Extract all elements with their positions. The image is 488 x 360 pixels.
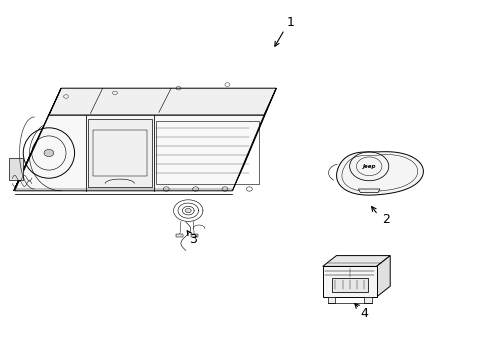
Polygon shape xyxy=(190,234,198,237)
Text: 3: 3 xyxy=(189,233,197,246)
Text: 4: 4 xyxy=(360,307,367,320)
Polygon shape xyxy=(358,189,379,193)
Polygon shape xyxy=(364,297,371,303)
Text: 1: 1 xyxy=(286,16,294,29)
Polygon shape xyxy=(49,88,276,115)
Text: Jeep: Jeep xyxy=(362,164,375,169)
Polygon shape xyxy=(9,158,23,180)
Polygon shape xyxy=(15,115,264,191)
Polygon shape xyxy=(176,234,183,237)
Polygon shape xyxy=(322,266,376,297)
Polygon shape xyxy=(331,278,367,292)
Text: 2: 2 xyxy=(382,213,389,226)
Polygon shape xyxy=(327,297,334,303)
Circle shape xyxy=(44,149,54,157)
Circle shape xyxy=(185,208,191,213)
Polygon shape xyxy=(376,256,389,297)
Polygon shape xyxy=(14,88,61,191)
Polygon shape xyxy=(88,119,151,187)
Polygon shape xyxy=(336,152,423,195)
Polygon shape xyxy=(322,256,389,266)
Polygon shape xyxy=(232,88,276,191)
